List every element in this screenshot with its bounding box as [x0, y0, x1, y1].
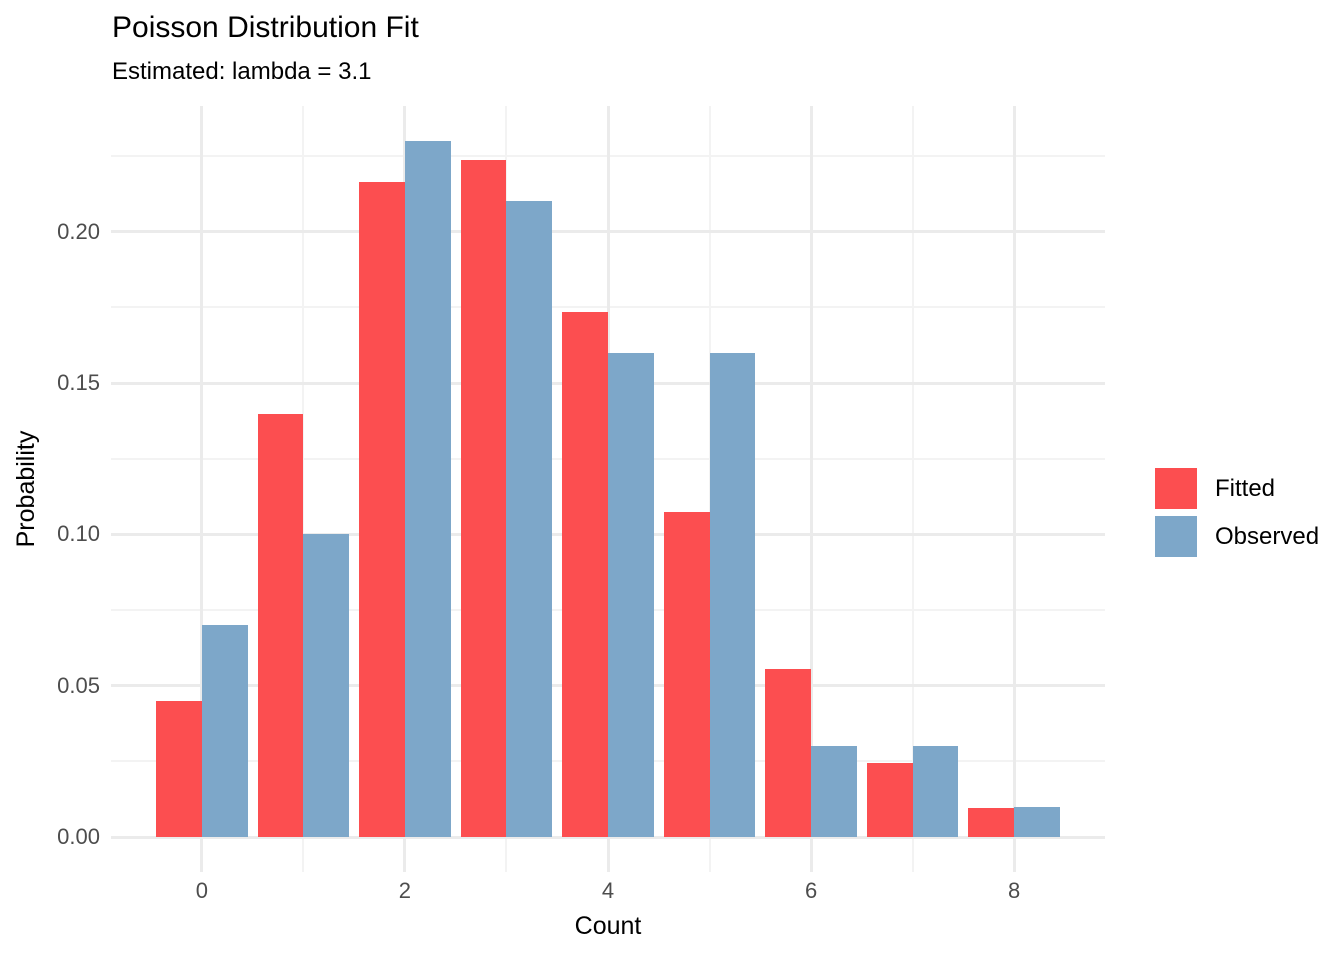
x-tick-label: 0	[195, 878, 208, 903]
gridline-x-major	[809, 106, 813, 872]
x-tick-label: 8	[1008, 878, 1021, 903]
bar-observed-4	[608, 352, 654, 838]
bar-fitted-8	[968, 808, 1015, 838]
y-tick-label: 0.10	[57, 521, 100, 547]
bar-fitted-1	[257, 414, 304, 838]
y-tick-label: 0.00	[57, 824, 100, 850]
y-tick-label: 0.20	[57, 218, 100, 244]
chart-subtitle: Estimated: lambda = 3.1	[112, 58, 372, 85]
bar-fitted-3	[460, 159, 507, 838]
gridline-x-major	[200, 106, 204, 872]
legend-key-fitted	[1155, 468, 1197, 509]
bar-fitted-4	[562, 312, 608, 838]
x-tick-label: 2	[398, 878, 412, 903]
x-axis-title: Count	[574, 912, 642, 940]
bar-observed-7	[912, 746, 959, 838]
legend-item: Fitted	[1155, 468, 1319, 509]
y-tick-label: 0.05	[57, 672, 100, 698]
bar-fitted-2	[359, 181, 405, 838]
bar-fitted-0	[156, 700, 202, 838]
bar-observed-1	[303, 534, 350, 838]
gridline-x-major	[1012, 106, 1016, 872]
y-axis-title: Probability	[12, 430, 40, 548]
x-tick-label: 6	[804, 878, 818, 903]
gridline-x-minor	[911, 106, 914, 872]
legend-label-fitted: Fitted	[1215, 474, 1276, 502]
bar-fitted-7	[866, 762, 913, 838]
bar-observed-3	[506, 201, 553, 838]
bar-observed-0	[201, 625, 248, 838]
y-tick-label: 0.15	[57, 370, 100, 396]
legend-item: Observed	[1155, 516, 1319, 557]
bar-fitted-6	[765, 669, 812, 838]
x-tick-label: 4	[601, 878, 615, 903]
legend: Fitted Observed	[1155, 468, 1319, 557]
plot-panel	[111, 106, 1105, 872]
legend-key-observed	[1155, 516, 1197, 557]
chart-title: Poisson Distribution Fit	[112, 11, 419, 44]
bar-observed-8	[1014, 806, 1060, 838]
bar-observed-2	[404, 140, 451, 838]
bar-observed-5	[709, 352, 756, 838]
bar-observed-6	[811, 746, 857, 838]
legend-label-observed: Observed	[1215, 522, 1320, 550]
bar-fitted-5	[663, 511, 710, 838]
gridline-x-minor	[302, 106, 305, 872]
